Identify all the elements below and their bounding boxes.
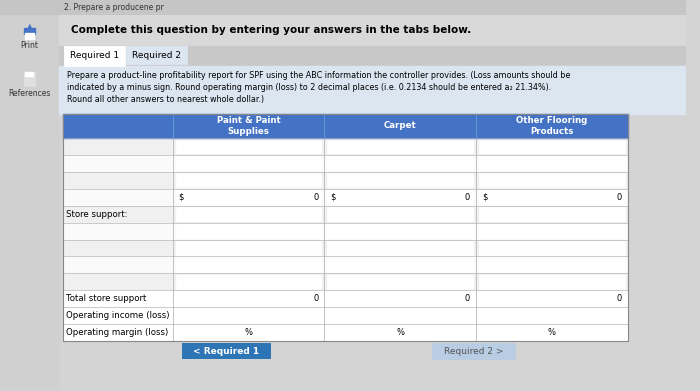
Bar [63, 290, 628, 307]
Bar [63, 324, 628, 341]
Bar [63, 155, 628, 172]
Bar [479, 308, 624, 323]
Text: Required 2 >: Required 2 > [444, 346, 503, 355]
Bar [63, 138, 628, 155]
Bar [327, 173, 473, 187]
Bar [176, 258, 321, 272]
Text: Required 2: Required 2 [132, 52, 181, 61]
Text: Paint & Paint
Supplies: Paint & Paint Supplies [216, 116, 280, 136]
Bar [59, 14, 687, 46]
Text: ▲: ▲ [25, 22, 34, 34]
Bar [24, 72, 35, 86]
Bar [63, 189, 628, 206]
Text: %: % [244, 328, 253, 337]
Text: Carpet: Carpet [384, 122, 416, 131]
Bar [63, 206, 628, 222]
Bar [0, 0, 59, 391]
Bar [327, 308, 473, 323]
Text: $: $ [178, 193, 184, 202]
Bar [63, 172, 628, 189]
Text: $: $ [482, 193, 487, 202]
Text: Operating margin (loss): Operating margin (loss) [66, 328, 168, 337]
Text: 0: 0 [465, 294, 470, 303]
Text: 0: 0 [617, 294, 622, 303]
Text: Print: Print [20, 41, 38, 50]
Bar [176, 173, 321, 187]
Bar [479, 258, 624, 272]
Bar [176, 224, 321, 238]
Bar [59, 66, 687, 114]
Text: 0: 0 [617, 193, 622, 202]
Bar [327, 241, 473, 255]
Bar [479, 173, 624, 187]
Text: Complete this question by entering your answers in the tabs below.: Complete this question by entering your … [71, 25, 471, 35]
Bar [127, 46, 188, 64]
Bar [24, 28, 35, 34]
Bar [176, 140, 321, 153]
Bar [63, 222, 628, 240]
Bar [479, 156, 624, 170]
Bar [176, 308, 321, 323]
Bar [25, 33, 34, 39]
Bar [479, 140, 624, 153]
Bar [327, 156, 473, 170]
Bar [176, 156, 321, 170]
Text: Total store support: Total store support [66, 294, 146, 303]
Bar [176, 207, 321, 221]
Bar [176, 326, 321, 339]
Bar [327, 207, 473, 221]
Bar [63, 256, 628, 273]
Bar [479, 224, 624, 238]
Text: 2. Prepare a producene pr: 2. Prepare a producene pr [64, 2, 164, 11]
Bar [63, 114, 628, 341]
Text: 0: 0 [313, 294, 319, 303]
Bar [176, 190, 321, 204]
Bar [327, 190, 473, 204]
Text: Store support:: Store support: [66, 210, 127, 219]
Text: $: $ [330, 193, 335, 202]
Bar [59, 46, 687, 68]
Text: References: References [8, 90, 50, 99]
Bar [63, 114, 628, 138]
Bar [432, 343, 515, 359]
Text: Operating income (loss): Operating income (loss) [66, 311, 169, 320]
Bar [479, 326, 624, 339]
Text: 0: 0 [313, 193, 319, 202]
Bar [327, 292, 473, 306]
Bar [176, 292, 321, 306]
Bar [183, 343, 271, 359]
Bar [327, 258, 473, 272]
Bar [327, 275, 473, 289]
Bar [479, 292, 624, 306]
Bar [63, 307, 628, 324]
Bar [64, 46, 125, 66]
Bar [327, 326, 473, 339]
Bar [479, 275, 624, 289]
Bar [176, 275, 321, 289]
Bar [479, 241, 624, 255]
Text: Prepare a product-line profitability report for SPF using the ABC information th: Prepare a product-line profitability rep… [66, 71, 570, 104]
Text: < Required 1: < Required 1 [193, 346, 260, 355]
Bar [327, 224, 473, 238]
Bar [479, 190, 624, 204]
Text: Required 1: Required 1 [69, 52, 119, 61]
Bar [0, 0, 687, 14]
Bar [176, 241, 321, 255]
Text: 0: 0 [465, 193, 470, 202]
Bar [25, 72, 34, 76]
Bar [327, 140, 473, 153]
Text: Other Flooring
Products: Other Flooring Products [516, 116, 587, 136]
Bar [63, 240, 628, 256]
Text: %: % [548, 328, 556, 337]
Bar [63, 273, 628, 290]
Bar [479, 207, 624, 221]
Text: %: % [396, 328, 404, 337]
